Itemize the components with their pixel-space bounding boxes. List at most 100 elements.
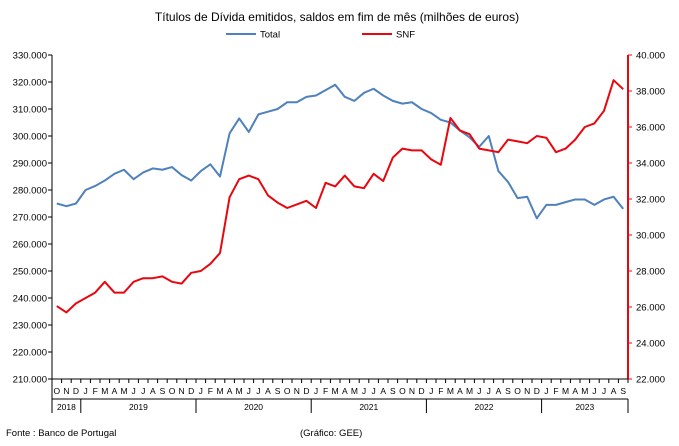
legend-label-snf: SNF [396, 30, 415, 41]
right-tick-label: 28.000 [636, 267, 665, 278]
right-tick-label: 38.000 [636, 87, 665, 98]
left-axis: 210.000 220.000 230.000 240.000 250.000 260.0… [13, 51, 53, 386]
right-tick-label: 34.000 [636, 159, 665, 170]
x-month-label: J [592, 386, 596, 396]
x-month-label: M [447, 386, 454, 396]
right-tick-label: 36.000 [636, 123, 665, 134]
x-month-label: J [131, 386, 135, 396]
x-month-label: D [534, 386, 540, 396]
x-month-label: M [101, 386, 108, 396]
x-year-label: 2021 [359, 402, 378, 412]
x-month-label: S [390, 386, 396, 396]
x-month-label: A [611, 386, 617, 396]
left-tick-label: 310.000 [13, 105, 47, 116]
x-month-label: D [73, 386, 79, 396]
x-month-label: J [83, 386, 87, 396]
right-tick-label: 32.000 [636, 195, 665, 206]
right-tick-label: 22.000 [636, 375, 665, 386]
x-month-label: M [120, 386, 127, 396]
x-month-label: D [419, 386, 425, 396]
x-month-label: F [438, 386, 443, 396]
left-tick-label: 330.000 [13, 51, 47, 62]
right-tick-label: 26.000 [636, 303, 665, 314]
legend: Total SNF [226, 30, 415, 41]
x-month-label: M [351, 386, 358, 396]
x-month-label: A [496, 386, 502, 396]
x-month-label: S [275, 386, 281, 396]
x-month-label: M [216, 386, 223, 396]
x-month-label: J [199, 386, 203, 396]
x-month-label: D [188, 386, 194, 396]
right-tick-label: 24.000 [636, 339, 665, 350]
x-month-label: J [371, 386, 375, 396]
x-month-label: O [514, 386, 521, 396]
x-month-label: J [477, 386, 481, 396]
x-month-label: D [303, 386, 309, 396]
x-month-label: N [63, 386, 69, 396]
x-month-label: F [553, 386, 558, 396]
source-note: Fonte : Banco de Portugal [6, 428, 116, 439]
x-month-label: F [93, 386, 98, 396]
left-tick-label: 320.000 [13, 78, 47, 89]
x-month-label: M [332, 386, 339, 396]
left-tick-label: 250.000 [13, 267, 47, 278]
x-month-label: A [150, 386, 156, 396]
x-month-label: S [160, 386, 166, 396]
x-month-label: M [581, 386, 588, 396]
x-month-label: A [572, 386, 578, 396]
right-axis: 22.000 24.000 26.000 28.000 30.000 32.000 34.0… [627, 51, 665, 386]
x-month-label: O [53, 386, 60, 396]
x-month-label: J [256, 386, 260, 396]
x-month-label: M [466, 386, 473, 396]
x-month-label: O [284, 386, 291, 396]
x-month-label: J [487, 386, 491, 396]
right-tick-label: 40.000 [636, 51, 665, 62]
x-year-label: 2019 [129, 402, 148, 412]
left-tick-label: 230.000 [13, 321, 47, 332]
left-tick-label: 300.000 [13, 132, 47, 143]
x-month-label: F [323, 386, 328, 396]
left-tick-label: 220.000 [13, 348, 47, 359]
x-month-label: N [524, 386, 530, 396]
x-month-label: A [265, 386, 271, 396]
series-line-snf [56, 79, 624, 314]
x-year-label: 2023 [575, 402, 594, 412]
series-line-total [56, 83, 624, 220]
x-year-label: 2018 [57, 402, 76, 412]
x-month-label: J [362, 386, 366, 396]
left-tick-label: 280.000 [13, 186, 47, 197]
x-month-label: J [247, 386, 251, 396]
left-tick-label: 270.000 [13, 213, 47, 224]
x-year-label: 2020 [244, 402, 263, 412]
x-month-label: A [457, 386, 463, 396]
x-month-label: S [620, 386, 626, 396]
left-tick-label: 240.000 [13, 294, 47, 305]
x-month-label: J [314, 386, 318, 396]
x-month-label: J [141, 386, 145, 396]
right-tick-label: 30.000 [636, 231, 665, 242]
left-tick-label: 290.000 [13, 159, 47, 170]
x-month-label: S [505, 386, 511, 396]
series-group [56, 79, 624, 314]
left-tick-label: 210.000 [13, 375, 47, 386]
x-month-label: O [399, 386, 406, 396]
x-month-label: M [562, 386, 569, 396]
x-month-label: A [112, 386, 118, 396]
x-month-label: N [409, 386, 415, 396]
x-month-label: J [429, 386, 433, 396]
legend-label-total: Total [260, 30, 280, 41]
chart-title: Títulos de Dívida emitidos, saldos em fi… [155, 10, 519, 24]
x-month-label: F [208, 386, 213, 396]
x-month-label: N [294, 386, 300, 396]
x-month-label: O [169, 386, 176, 396]
x-month-label: N [179, 386, 185, 396]
x-month-label: A [227, 386, 233, 396]
x-month-label: J [544, 386, 548, 396]
credit-note: (Gráfico: GEE) [300, 428, 362, 439]
x-month-label: A [342, 386, 348, 396]
x-month-label: M [236, 386, 243, 396]
x-month-label: A [380, 386, 386, 396]
left-tick-label: 260.000 [13, 240, 47, 251]
